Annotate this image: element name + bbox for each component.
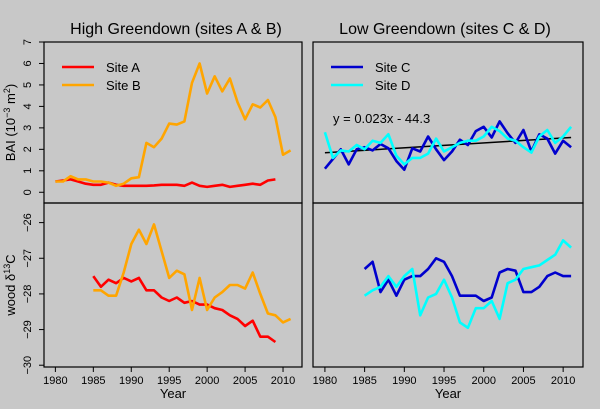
x-tick-label: 2000 <box>195 375 219 387</box>
trend-equation: y = 0.023x - 44.3 <box>333 111 430 126</box>
x-axis-title: Year <box>435 386 462 401</box>
y-tick-label: −30 <box>22 356 34 375</box>
legend-label: Site A <box>106 60 140 75</box>
y-tick-label: −28 <box>22 285 34 304</box>
panel-bottom-left: −26 −27 −28 −29 −30 1980 1985 1990 1995 2000 2005 2… <box>22 213 295 401</box>
y-tick-label: 7 <box>22 39 34 45</box>
y-axis-title-bai: BAI (10−3 m2) <box>2 84 18 161</box>
x-tick-label: 1985 <box>352 375 376 387</box>
panel-title-left: High Greendown (sites A & B) <box>70 21 282 38</box>
y-tick-label: 3 <box>22 125 34 131</box>
y-tick-label: 6 <box>22 60 34 66</box>
series-line-site-c <box>363 256 572 303</box>
y-tick-label: −26 <box>22 213 34 232</box>
panel-top-left: 0 1 2 3 4 5 6 7 Site A Site B <box>22 39 292 195</box>
y-axis-title-d13c: wood δ13C <box>2 254 18 316</box>
legend-label: Site D <box>375 78 410 93</box>
legend-label: Site C <box>375 60 410 75</box>
panel-bottom-right: 1980 1985 1990 1995 2000 2005 2010 Year <box>313 239 575 401</box>
x-tick-label: 2005 <box>233 375 257 387</box>
panel-top-right: Site C Site D y = 0.023x - 44.3 <box>323 60 573 171</box>
series-line-site-d <box>323 125 573 166</box>
x-tick-label: 1995 <box>157 375 181 387</box>
panel-frame-bottom-left <box>43 202 303 368</box>
legend-label: Site B <box>106 78 141 93</box>
x-tick-label: 2005 <box>511 375 535 387</box>
series-line-site-a <box>55 178 276 189</box>
x-tick-label: 1980 <box>313 375 337 387</box>
y-tick-label: −27 <box>22 249 34 268</box>
x-tick-label: 2010 <box>271 375 295 387</box>
panel-title-right: Low Greendown (sites C & D) <box>339 21 551 38</box>
x-tick-label: 1995 <box>432 375 456 387</box>
y-tick-label: 4 <box>22 103 34 109</box>
x-tick-label: 1990 <box>392 375 416 387</box>
y-tick-label: 5 <box>22 82 34 88</box>
x-tick-label: 2010 <box>551 375 575 387</box>
series-line-site-b <box>93 223 292 324</box>
y-tick-label: 1 <box>22 168 34 174</box>
series-line-site-b <box>55 62 292 188</box>
x-axis-title: Year <box>160 386 187 401</box>
series-line-site-d <box>363 239 572 330</box>
y-tick-label: 2 <box>22 146 34 152</box>
y-tick-label: 0 <box>22 189 34 195</box>
x-tick-label: 1980 <box>43 375 67 387</box>
series-line-site-a <box>92 275 277 344</box>
y-tick-label: −29 <box>22 320 34 339</box>
plot-area: 0 1 2 3 4 5 6 7 Site A Site B Site C Site D y = 0.02… <box>2 39 584 401</box>
x-tick-label: 1990 <box>119 375 143 387</box>
x-tick-label: 1985 <box>81 375 105 387</box>
x-tick-label: 2000 <box>471 375 495 387</box>
panel-frame-bottom-right <box>312 202 584 368</box>
trend-line <box>324 136 572 154</box>
